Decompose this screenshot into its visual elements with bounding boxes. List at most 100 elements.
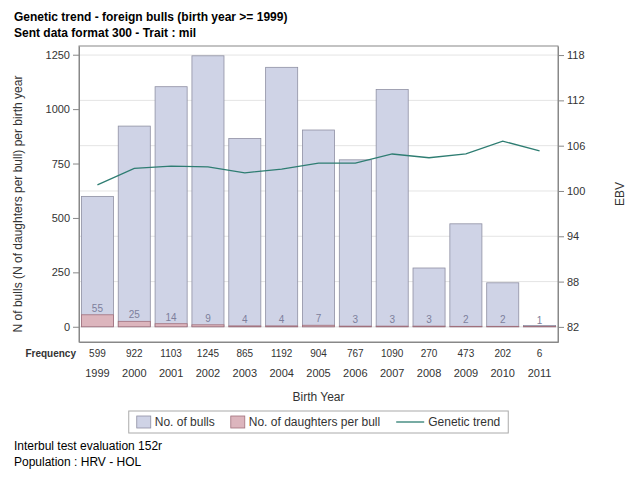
tick: 2001 [159, 342, 183, 379]
bar [376, 90, 408, 327]
bar [229, 139, 261, 327]
legend-label: No. of bulls [155, 415, 215, 429]
footer-text: Interbul test evaluation 152r [14, 439, 162, 453]
frequency-label: Frequency [25, 348, 76, 359]
data-label: 4 [242, 314, 248, 325]
bar [302, 325, 334, 327]
trend-line [97, 141, 539, 185]
axis-line [558, 47, 559, 343]
tick-label: 100 [567, 185, 585, 197]
legend-item: Genetic trend [396, 415, 500, 429]
tick-mark [558, 146, 564, 147]
footer: Interbul test evaluation 152r Population … [14, 439, 162, 469]
grid [79, 55, 558, 327]
tick-mark [558, 282, 564, 283]
axis-line [80, 342, 559, 343]
tick-label: 0 [64, 321, 70, 333]
data-label: 3 [426, 314, 432, 325]
tick: 88 [558, 276, 579, 288]
y-axis-title: N of bulls (N of daughters per bull) per… [11, 76, 25, 333]
tick: 1250 [46, 49, 79, 61]
tick: 2007 [380, 342, 404, 379]
grid-line [79, 100, 558, 101]
bar [302, 130, 334, 327]
tick-label: 2006 [343, 367, 367, 379]
legend-label: Genetic trend [428, 415, 500, 429]
bar [450, 326, 482, 327]
frequency-value: 202 [494, 348, 511, 359]
x-axis: 1999200020012002200320042005200620072008… [80, 342, 559, 379]
data-label: 2 [463, 314, 469, 325]
tick: 100 [558, 185, 585, 197]
chart: Genetic trend - foreign bulls (birth yea… [0, 0, 640, 480]
tick-label: 2010 [490, 367, 514, 379]
tick: 2008 [417, 342, 441, 379]
tick-label: 250 [52, 266, 70, 278]
bar [487, 326, 519, 327]
bar [266, 325, 298, 327]
tick: 2002 [196, 342, 220, 379]
tick-label: 2005 [306, 367, 330, 379]
tick-mark [558, 100, 564, 101]
tick: 2006 [343, 342, 367, 379]
y2-axis: 828894100106112118 [558, 47, 585, 343]
tick: 750 [52, 158, 79, 170]
bar [524, 326, 556, 327]
frequency-value: 922 [126, 348, 143, 359]
tick-label: 500 [52, 212, 70, 224]
bar [118, 126, 150, 327]
legend-item: No. of daughters per bull [231, 415, 380, 429]
y-axis: 0 250 500 750 1000 1250 [46, 47, 80, 343]
frequency-value: 6 [537, 348, 543, 359]
tick: 2004 [269, 342, 293, 379]
frequency-value: 767 [347, 348, 364, 359]
tick-label: 88 [567, 276, 579, 288]
data-label: 55 [92, 303, 104, 314]
bar [266, 67, 298, 326]
tick-mark [73, 164, 79, 165]
bar [81, 196, 113, 326]
bar [339, 326, 371, 328]
x-axis-title: Birth Year [292, 390, 344, 404]
tick-label: 112 [567, 94, 585, 106]
footer-text: Population : HRV - HOL [14, 455, 141, 469]
bar [450, 224, 482, 327]
tick-mark [558, 55, 564, 56]
tick-mark [73, 218, 79, 219]
background [0, 0, 640, 480]
data-label: 25 [129, 309, 141, 320]
tick-mark [558, 191, 564, 192]
axis-line [79, 47, 80, 343]
tick-mark [73, 327, 79, 328]
tick: 94 [558, 230, 579, 242]
bar [155, 87, 187, 327]
frequency-value: 1192 [271, 348, 293, 359]
tick-mark [558, 236, 564, 237]
frequency-value: 599 [89, 348, 106, 359]
frequency-value: 1090 [381, 348, 404, 359]
tick: 1999 [85, 342, 109, 379]
frequency-value: 473 [458, 348, 475, 359]
tick-label: 2011 [528, 367, 552, 379]
bar [413, 326, 445, 328]
legend-frame [129, 411, 509, 433]
bar [376, 326, 408, 328]
data-label: 1 [537, 315, 543, 326]
tick-mark [73, 109, 79, 110]
bar [339, 160, 371, 327]
tick-label: 1999 [85, 367, 109, 379]
bar [155, 324, 187, 327]
data-label: 4 [279, 314, 285, 325]
bar [524, 325, 556, 326]
bar-series [81, 56, 555, 327]
tick: 2003 [233, 342, 257, 379]
frequency-row: 5999221103124586511929047671090270473202… [89, 348, 543, 359]
legend-item: No. of bulls [137, 415, 215, 429]
marks [81, 56, 555, 327]
bar [413, 268, 445, 327]
frequency-value: 1103 [160, 348, 182, 359]
tick-label: 1000 [46, 103, 70, 115]
tick-mark [73, 55, 79, 56]
tick-label: 2002 [196, 367, 220, 379]
grid-line [79, 55, 558, 56]
